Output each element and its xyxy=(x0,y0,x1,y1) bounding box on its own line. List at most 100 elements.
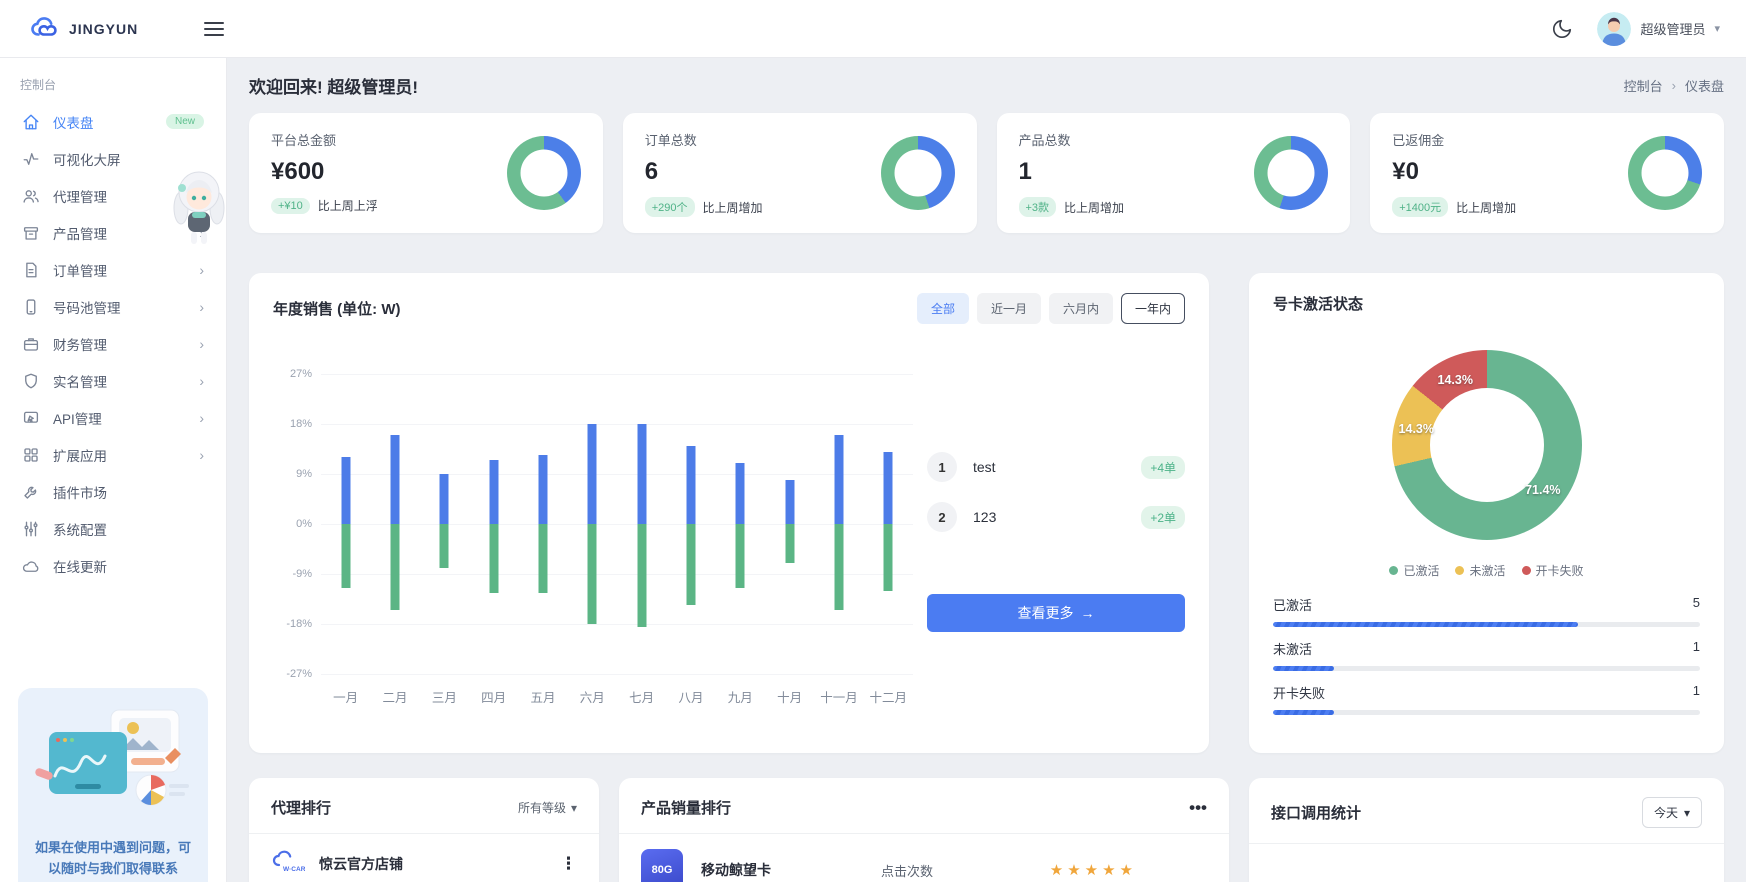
sidebar-item-finance-mgmt[interactable]: 财务管理 › xyxy=(13,325,213,362)
y-axis-tick-label: 27% xyxy=(289,368,312,380)
bar-negative xyxy=(686,524,696,605)
sidebar-item-order-mgmt[interactable]: 订单管理 › xyxy=(13,251,213,288)
sidebar-item-label: 财务管理 xyxy=(53,337,107,353)
cloud-logo-icon xyxy=(30,16,60,41)
sidebar-item-label: 代理管理 xyxy=(53,189,107,205)
y-axis-tick-label: -27% xyxy=(286,668,312,680)
stat-note: 比上周上浮 xyxy=(317,199,378,213)
legend-dot-icon xyxy=(1455,566,1465,575)
bar-group-四月 xyxy=(469,374,518,674)
sidebar-item-plugin-market[interactable]: 插件市场 xyxy=(13,473,213,510)
chart-gridline xyxy=(321,374,913,375)
stat-note: 比上周增加 xyxy=(702,200,763,215)
sidebar-item-api-mgmt[interactable]: API管理 › xyxy=(13,399,213,436)
user-menu[interactable]: 超级管理员 ▾ xyxy=(1597,11,1720,46)
activation-row-header: 未激活 1 xyxy=(1273,639,1700,658)
ranking-item-1[interactable]: 1 test +4单 xyxy=(927,452,1185,482)
annual-sales-panel: 年度销售 (单位: W) 全部 近一月 六月内 一年内 27% 18% 9% 0% -9% -1… xyxy=(249,273,1209,753)
donut-hole xyxy=(894,149,941,197)
x-axis-label: 八月 xyxy=(678,691,704,705)
bar-positive xyxy=(686,446,696,524)
bar-negative xyxy=(735,524,745,588)
activation-label: 已激活 xyxy=(1273,598,1313,613)
breadcrumb-dashboard[interactable]: 仪表盘 xyxy=(1684,79,1724,94)
agent-ranking-title: 代理排行 xyxy=(271,800,332,817)
rank-number: 2 xyxy=(927,502,957,532)
activation-title: 号卡激活状态 xyxy=(1273,296,1364,313)
bar-positive xyxy=(439,474,449,524)
legend-item: 开卡失败 xyxy=(1521,562,1584,579)
stat-note: 比上周增加 xyxy=(1456,200,1517,215)
stat-delta-badge: +1400元 xyxy=(1392,197,1449,217)
stat-delta-badge: +290个 xyxy=(644,197,695,217)
sidebar-item-system-config[interactable]: 系统配置 xyxy=(13,510,213,547)
product-ranking-card: 产品销量排行 ••• 80G 移动鲸望卡 点击次数 ★★★★★ xyxy=(619,778,1229,882)
bar-negative xyxy=(439,524,449,569)
activation-progress-track xyxy=(1273,710,1700,715)
sidebar-item-realname-mgmt[interactable]: 实名管理 › xyxy=(13,362,213,399)
annual-sales-title: 年度销售 (单位: W) xyxy=(273,301,401,318)
activation-row-header: 开卡失败 1 xyxy=(1273,683,1700,702)
sidebar-item-online-update[interactable]: 在线更新 xyxy=(13,547,213,584)
product-name: 移动鲸望卡 xyxy=(701,862,771,878)
stat-title: 订单总数 xyxy=(644,133,697,148)
x-axis-label: 十月 xyxy=(777,691,803,705)
bar-group-六月 xyxy=(568,374,617,674)
activation-row-header: 已激活 5 xyxy=(1273,595,1700,614)
y-axis-tick-label: -9% xyxy=(292,568,312,580)
avatar xyxy=(1597,11,1632,46)
product-row[interactable]: 80G 移动鲸望卡 点击次数 ★★★★★ xyxy=(619,834,1229,882)
api-period-filter[interactable]: 今天 ▾ xyxy=(1641,797,1702,828)
shield-icon xyxy=(22,372,40,390)
sales-tab-3[interactable]: 一年内 xyxy=(1120,293,1185,324)
agent-logo-icon: W·CARD xyxy=(271,849,310,878)
sidebar-item-extensions[interactable]: 扩展应用 › xyxy=(13,436,213,473)
sales-tab-0[interactable]: 全部 xyxy=(916,293,969,324)
x-axis-label: 四月 xyxy=(481,691,507,705)
stat-card-2: 产品总数 1 +3款 比上周增加 xyxy=(996,113,1351,233)
mascot-character[interactable] xyxy=(168,166,230,251)
rank-name: 123 xyxy=(973,509,997,525)
x-axis-label: 七月 xyxy=(629,691,655,705)
rank-orders-badge: +2单 xyxy=(1141,505,1185,529)
activation-progress-track xyxy=(1273,622,1700,627)
sidebar-item-visual-screen[interactable]: 可视化大屏 xyxy=(13,140,213,177)
user-name: 超级管理员 xyxy=(1640,22,1706,37)
rank-name: test xyxy=(973,459,996,475)
sidebar-item-number-pool[interactable]: 号码池管理 › xyxy=(13,288,213,325)
help-card: 如果在使用中遇到问题，可以随时与我们取得联系 在线客服 xyxy=(18,688,208,882)
bar-positive xyxy=(341,457,351,524)
breadcrumb-console[interactable]: 控制台 xyxy=(1623,79,1663,94)
bar-positive xyxy=(834,435,844,524)
help-text: 如果在使用中遇到问题，可以随时与我们取得联系 xyxy=(34,840,191,877)
dark-mode-toggle-icon[interactable] xyxy=(1551,18,1573,40)
stat-footnote: +3款 比上周增加 xyxy=(1018,197,1329,217)
sidebar-item-label: 订单管理 xyxy=(53,263,107,279)
home-icon xyxy=(22,113,40,131)
view-more-button[interactable]: 查看更多 → xyxy=(927,594,1185,632)
product-rating-stars: ★★★★★ xyxy=(1049,862,1137,879)
product-metric-label: 点击次数 xyxy=(881,863,934,879)
sales-range-tabs: 全部 近一月 六月内 一年内 xyxy=(916,293,1185,324)
bar-group-十二月 xyxy=(864,374,913,674)
stat-value: ¥0 xyxy=(1392,158,1419,185)
ranking-item-2[interactable]: 2 123 +2单 xyxy=(927,502,1185,532)
sidebar-item-label: 号码池管理 xyxy=(53,300,121,316)
stat-footnote: +290个 比上周增加 xyxy=(644,197,955,217)
sales-tab-2[interactable]: 六月内 xyxy=(1048,293,1113,324)
card-menu-icon[interactable]: ••• xyxy=(1189,797,1207,817)
agent-level-filter[interactable]: 所有等级 ▾ xyxy=(517,800,577,816)
sidebar-item-dashboard[interactable]: 仪表盘 New xyxy=(13,103,213,140)
sidebar-toggle-icon[interactable] xyxy=(204,18,225,40)
sales-tab-1[interactable]: 近一月 xyxy=(976,293,1041,324)
activation-row: 已激活 5 xyxy=(1273,595,1700,627)
chevron-down-icon: ▾ xyxy=(570,800,577,815)
stat-value: ¥600 xyxy=(271,158,325,185)
sidebar-item-product-mgmt[interactable]: 产品管理 › xyxy=(13,214,213,251)
apps-icon xyxy=(22,446,40,464)
row-menu-icon[interactable]: ⋮ xyxy=(560,853,577,873)
activation-legend: 已激活 未激活 开卡失败 xyxy=(1273,562,1700,579)
brand-logo[interactable]: JINGYUN xyxy=(30,16,138,41)
x-axis-label: 二月 xyxy=(382,691,408,705)
agent-row[interactable]: W·CARD 惊云官方店铺 ⋮ xyxy=(249,834,599,882)
